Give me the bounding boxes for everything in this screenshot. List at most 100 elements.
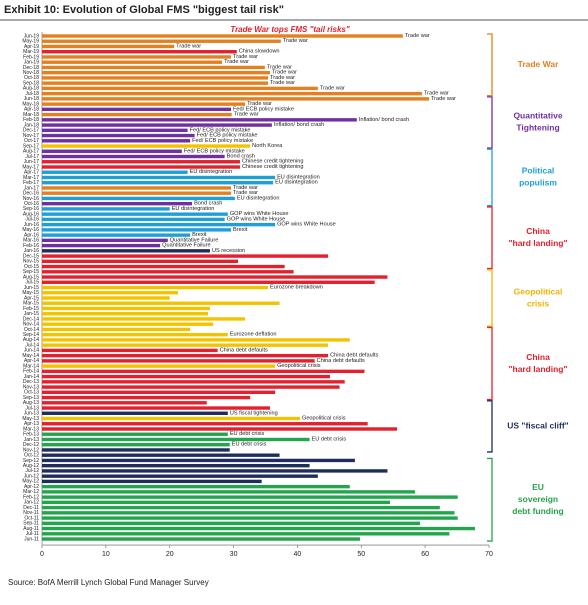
bar-annotation: Trade war bbox=[272, 70, 297, 76]
bar bbox=[42, 374, 330, 379]
bar-annotation: Trade war bbox=[270, 75, 295, 81]
y-tick-label: Mar-13 bbox=[23, 426, 39, 432]
x-tick-label: 20 bbox=[166, 551, 174, 558]
bar bbox=[42, 385, 340, 389]
bar bbox=[42, 369, 365, 374]
y-tick-label: Apr-14 bbox=[24, 358, 39, 364]
bar bbox=[42, 196, 235, 201]
y-tick-label: Nov-17 bbox=[23, 133, 39, 139]
group-label: Political bbox=[522, 166, 555, 176]
y-tick-label: Jun-17 bbox=[24, 159, 40, 165]
bar bbox=[42, 443, 230, 447]
bar bbox=[42, 490, 415, 494]
y-tick-label: Feb-15 bbox=[23, 306, 39, 312]
bar bbox=[42, 348, 218, 353]
y-tick-label: Dec-17 bbox=[23, 128, 39, 134]
bar bbox=[42, 437, 310, 442]
bar bbox=[42, 175, 276, 180]
bar bbox=[42, 427, 398, 431]
bar bbox=[42, 50, 237, 54]
bar-annotation: Trade war bbox=[176, 43, 201, 49]
bar bbox=[42, 359, 315, 363]
y-tick-label: Nov-16 bbox=[23, 196, 39, 202]
y-tick-label: Jun-11 bbox=[24, 536, 39, 542]
bar bbox=[42, 332, 228, 337]
group-bracket bbox=[487, 400, 493, 453]
group-label: "hard landing" bbox=[508, 364, 567, 374]
group-label: US "fiscal cliff" bbox=[507, 421, 568, 431]
bar bbox=[42, 285, 269, 290]
bar bbox=[42, 532, 450, 536]
bar bbox=[42, 479, 262, 484]
y-tick-label: Jun-15 bbox=[24, 285, 40, 291]
y-tick-label: Sep-13 bbox=[23, 395, 39, 401]
bar-annotation: Trade war bbox=[431, 96, 456, 102]
bar-annotation: EU debt crisis bbox=[230, 431, 265, 437]
bar bbox=[42, 65, 265, 70]
bar bbox=[42, 406, 270, 410]
y-tick-label: May-16 bbox=[22, 227, 39, 233]
y-tick-label: Nov-18 bbox=[23, 70, 39, 76]
bar-annotation: China debt defaults bbox=[220, 347, 268, 353]
y-tick-label: Jan-15 bbox=[24, 311, 40, 317]
group-label: "hard landing" bbox=[508, 238, 567, 248]
group-bracket bbox=[487, 148, 493, 207]
bar-annotation: Inflation/ bond crash bbox=[359, 117, 409, 123]
bar bbox=[42, 380, 345, 384]
bar-annotation: US recession bbox=[212, 248, 245, 254]
y-tick-label: Apr-13 bbox=[24, 421, 39, 427]
y-tick-label: May-17 bbox=[22, 164, 39, 170]
y-tick-label: Feb-19 bbox=[23, 54, 39, 60]
y-tick-label: Oct-17 bbox=[24, 138, 39, 144]
y-tick-label: Aug-16 bbox=[23, 211, 39, 217]
bar bbox=[42, 181, 274, 185]
bar-annotation: China debt defaults bbox=[330, 353, 378, 359]
x-tick-label: 50 bbox=[357, 551, 365, 558]
bar bbox=[42, 254, 329, 258]
bar-annotation: EU disintegration bbox=[237, 195, 280, 201]
bar-annotation: Trade war bbox=[424, 91, 449, 97]
bar-annotation: Bond crash bbox=[227, 154, 255, 160]
y-tick-label: Jan-17 bbox=[24, 185, 40, 191]
bar bbox=[42, 353, 329, 358]
bar bbox=[42, 55, 232, 59]
bar bbox=[42, 505, 440, 510]
bar-annotation: Quantitative Failure bbox=[170, 237, 219, 243]
bar bbox=[42, 154, 225, 159]
bar-annotation: US fiscal tightening bbox=[230, 410, 278, 416]
y-tick-label: Jan-18 bbox=[24, 122, 40, 128]
y-tick-label: Jul-16 bbox=[25, 217, 39, 223]
bar bbox=[42, 149, 182, 153]
y-tick-label: Apr-16 bbox=[24, 232, 39, 238]
bar-annotation: Geopolitical crisis bbox=[302, 416, 346, 422]
bar bbox=[42, 463, 310, 468]
group-label: crisis bbox=[527, 298, 549, 308]
y-tick-label: Oct-16 bbox=[24, 201, 39, 207]
y-tick-label: Feb-13 bbox=[23, 432, 39, 438]
bar bbox=[42, 495, 458, 499]
y-tick-label: Dec-15 bbox=[23, 253, 39, 259]
bar bbox=[42, 259, 239, 264]
bar bbox=[42, 118, 357, 122]
bar-annotation: Inflation/ bond crash bbox=[274, 122, 324, 128]
bar bbox=[42, 128, 188, 133]
y-tick-label: Nov-13 bbox=[23, 384, 39, 390]
bar-annotation: Chinese credit tightening bbox=[242, 164, 304, 170]
y-tick-label: Oct-18 bbox=[24, 75, 39, 81]
bar bbox=[42, 102, 246, 106]
x-tick-label: 70 bbox=[485, 551, 493, 558]
y-tick-label: Oct-13 bbox=[24, 390, 39, 396]
bar bbox=[42, 401, 207, 405]
y-tick-label: May-15 bbox=[22, 290, 39, 296]
bar bbox=[42, 521, 421, 526]
bar-annotation: Trade war bbox=[247, 101, 272, 107]
y-tick-label: Mar-15 bbox=[23, 301, 39, 307]
bar-annotation: GOP wins White House bbox=[227, 216, 286, 222]
y-tick-label: Jul-12 bbox=[25, 468, 39, 474]
y-tick-label: May-19 bbox=[22, 39, 39, 45]
x-tick-label: 40 bbox=[294, 551, 302, 558]
y-tick-label: May-14 bbox=[22, 353, 39, 359]
bar bbox=[42, 327, 191, 332]
